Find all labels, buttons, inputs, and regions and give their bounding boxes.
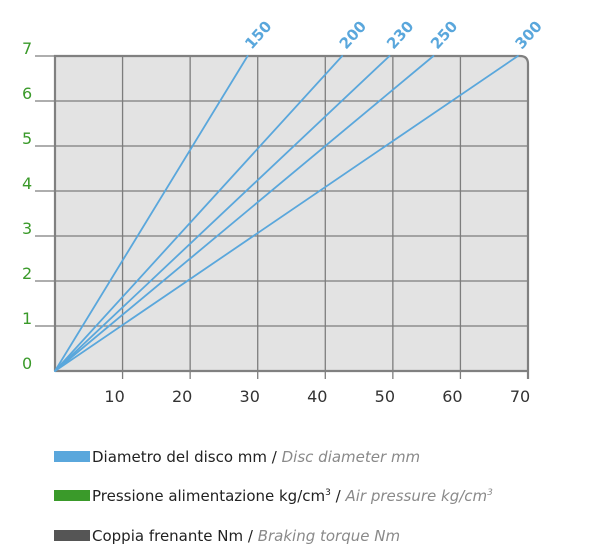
y-tick-label: 4: [22, 174, 32, 193]
plot-frame: [53, 54, 530, 379]
series-line-150: [54, 55, 249, 372]
chart-plot: 150 200 230 250 300 0 1 2 3 4 5 6 7 10 20 30 40 50 60 70: [22, 17, 546, 406]
legend-label-en: Air pressure kg/cm: [345, 487, 488, 505]
series-line-200: [54, 55, 344, 372]
series-label-200: 200: [336, 17, 370, 52]
x-tick-label: 10: [104, 387, 124, 406]
plot-background: [55, 56, 528, 371]
legend-label-it: Coppia frenante Nm: [92, 527, 244, 545]
y-tick-label: 0: [22, 354, 32, 373]
x-tick-label: 30: [240, 387, 260, 406]
y-tick-label: 7: [22, 39, 32, 58]
series-label-150: 150: [241, 17, 275, 52]
legend-label-en: Disc diameter mm: [281, 448, 421, 466]
y-tick-label: 3: [22, 219, 32, 238]
legend-item-braking-torque: Coppia frenante Nm / Braking torque Nm: [54, 527, 400, 545]
series-label-250: 250: [427, 17, 461, 52]
x-tick-label: 70: [510, 387, 530, 406]
x-tick-label: 50: [375, 387, 395, 406]
y-tick-label: 5: [22, 129, 32, 148]
series-line-250: [54, 55, 435, 372]
y-tick-label: 1: [22, 309, 32, 328]
legend-separator: /: [243, 527, 258, 545]
legend-swatch-grey: [54, 530, 90, 541]
series-line-300: [54, 55, 519, 372]
series-label-230: 230: [383, 17, 417, 52]
y-tick-label: 6: [22, 84, 32, 103]
legend-superscript: 3: [325, 488, 331, 498]
x-tick-label: 60: [442, 387, 462, 406]
legend-label-en: Braking torque Nm: [257, 527, 401, 545]
x-tick-label: 40: [307, 387, 327, 406]
series-line-230: [54, 55, 391, 372]
legend-swatch-green: [54, 490, 90, 501]
legend-label-it: Diametro del disco mm: [92, 448, 268, 466]
legend-separator: /: [330, 487, 346, 505]
legend-swatch-blue: [54, 451, 90, 462]
series-label-300: 300: [511, 17, 545, 52]
y-tick-label: 2: [22, 264, 32, 283]
legend-superscript-en: 3: [487, 488, 493, 498]
legend-label-it: Pressione alimentazione kg/cm: [92, 487, 326, 505]
legend-item-air-pressure: Pressione alimentazione kg/cm3 / Air pre…: [54, 487, 493, 505]
legend-separator: /: [267, 448, 282, 466]
legend-item-disc-diameter: Diametro del disco mm / Disc diameter mm: [54, 448, 420, 466]
x-tick-label: 20: [172, 387, 192, 406]
